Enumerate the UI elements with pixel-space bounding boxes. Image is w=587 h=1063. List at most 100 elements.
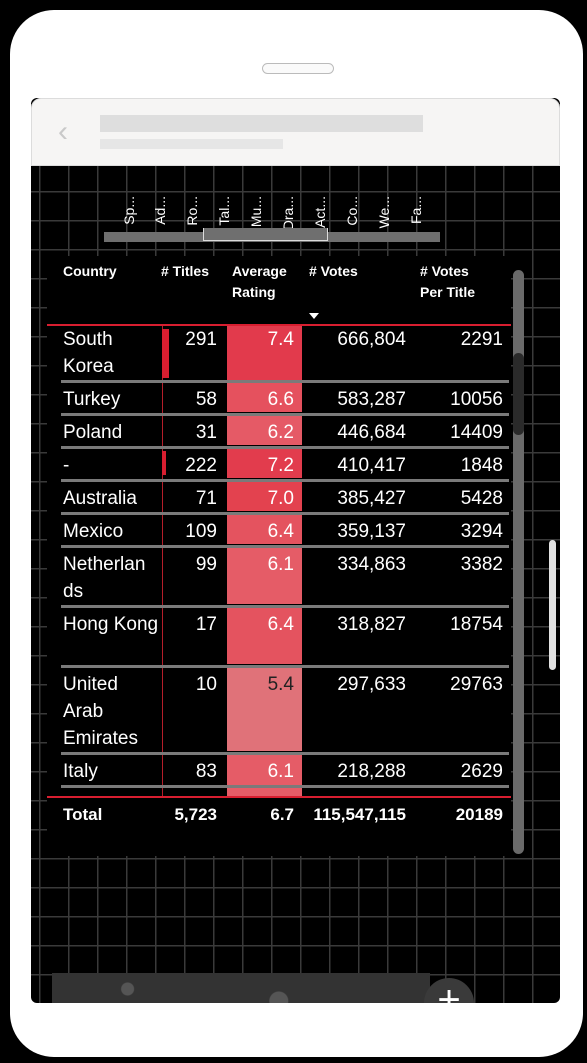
table-cell-vpt: 10056 <box>450 389 503 410</box>
table-vertical-scrollbar-thumb[interactable] <box>513 353 524 435</box>
category-label: We... <box>376 196 392 229</box>
table-cell-titles: 109 <box>185 521 217 542</box>
row-divider <box>61 380 509 383</box>
table-vertical-scrollbar[interactable] <box>513 270 524 854</box>
country-table: Country # Titles Average Rating # Votes … <box>47 256 511 856</box>
table-cell-votes: 334,863 <box>337 554 406 575</box>
category-label: Ro... <box>184 196 200 226</box>
total-titles: 5,723 <box>174 805 217 824</box>
row-divider <box>61 413 509 416</box>
table-cell-vpt: 29763 <box>450 674 503 695</box>
row-divider <box>61 446 509 449</box>
category-axis-labels: Sp... Ad... Ro... Tal... Mu... Dra... Ac… <box>31 168 560 231</box>
header-vpt-line2[interactable]: Per Title <box>420 284 475 300</box>
rating-cell-bg <box>227 481 302 511</box>
table-cell-country: Australia <box>63 488 137 509</box>
table-cell-titles: 222 <box>185 455 217 476</box>
category-label: Mu... <box>248 196 264 228</box>
header-country[interactable]: Country <box>63 263 117 279</box>
plus-icon[interactable]: + <box>424 978 474 1003</box>
table-cell-country: South Korea <box>63 329 114 377</box>
table-cell-votes: 583,287 <box>337 389 406 410</box>
table-cell-rating: 6.1 <box>267 761 294 782</box>
table-cell-country: Hong Kong <box>63 614 159 635</box>
table-cell-country: Netherlands <box>63 554 146 602</box>
table-cell-votes: 446,684 <box>337 422 406 443</box>
table-cell-vpt: 18754 <box>450 614 503 635</box>
category-label: Act... <box>312 196 328 228</box>
table-cell-titles: 83 <box>195 761 217 782</box>
map-visual-preview <box>52 973 430 1003</box>
table-cell-vpt: 1848 <box>460 455 503 476</box>
category-label: Sp... <box>121 196 137 225</box>
table-cell-rating: 6.4 <box>267 521 294 542</box>
header-votes[interactable]: # Votes <box>309 263 358 279</box>
table-cell-votes: 318,827 <box>337 614 406 635</box>
horizontal-scrollbar-thumb[interactable] <box>203 228 328 241</box>
phone-speaker <box>262 63 334 74</box>
total-rating: 6.7 <box>270 805 294 824</box>
table-cell-vpt: 3294 <box>460 521 503 542</box>
header-vpt-line1[interactable]: # Votes <box>420 263 469 279</box>
header-divider <box>47 324 511 326</box>
table-cell-votes: 410,417 <box>337 455 406 476</box>
row-divider <box>61 665 509 668</box>
rating-cell-bg <box>227 514 302 544</box>
row-divider <box>61 605 509 608</box>
header-titles[interactable]: # Titles <box>161 263 209 279</box>
back-arrow-icon[interactable]: ‹ <box>58 115 68 148</box>
table-cell-vpt: 5428 <box>460 488 503 509</box>
table-cell-rating: 6.6 <box>267 389 294 410</box>
titles-column-divider <box>162 326 163 796</box>
horizontal-scrollbar[interactable] <box>104 228 440 242</box>
total-label: Total <box>63 805 103 824</box>
table-cell-rating: 6.2 <box>267 422 294 443</box>
rating-cell-bg <box>227 667 302 751</box>
subtitle-placeholder <box>100 139 283 149</box>
header-rating-line2[interactable]: Rating <box>232 284 276 300</box>
table-cell-titles: 58 <box>195 389 217 410</box>
table-cell-rating: 6.4 <box>267 614 294 635</box>
sort-desc-icon <box>309 313 319 319</box>
table-cell-titles: 17 <box>195 614 217 635</box>
rating-cell-bg <box>227 415 302 445</box>
total-votes: 115,547,115 <box>313 805 406 824</box>
rating-cell-bg <box>227 448 302 478</box>
table-cell-titles: 31 <box>195 422 217 443</box>
table-cell-votes: 218,288 <box>337 761 406 782</box>
top-bar: ‹ <box>31 98 560 166</box>
page-scrollbar[interactable] <box>549 540 556 670</box>
table-cell-vpt: 14409 <box>450 422 503 443</box>
rating-cell-bg <box>227 382 302 412</box>
table-cell-votes: 666,804 <box>337 329 406 350</box>
category-label: Fa... <box>408 196 424 225</box>
table-cell-votes: 385,427 <box>337 488 406 509</box>
row-divider <box>61 545 509 548</box>
table-cell-country: United Arab Emirates <box>63 674 138 749</box>
rating-cell-bg <box>227 607 302 664</box>
total-vpt: 20189 <box>455 805 503 824</box>
table-cell-country: Mexico <box>63 521 124 542</box>
phone-frame: ‹ Sp... Ad... Ro... Tal... Mu... Dra... … <box>10 10 583 1057</box>
table-cell-country: Turkey <box>63 389 121 410</box>
app-screen: ‹ Sp... Ad... Ro... Tal... Mu... Dra... … <box>31 98 560 1003</box>
table-cell-rating: 7.4 <box>267 329 294 350</box>
table-cell-titles: 291 <box>185 329 217 350</box>
table-cell-titles: 10 <box>195 674 217 695</box>
category-label: Co... <box>344 196 360 226</box>
table-cell-vpt: 3382 <box>460 554 503 575</box>
table-cell-votes: 359,137 <box>337 521 406 542</box>
titles-bar <box>162 451 166 475</box>
table-cell-country: - <box>63 455 70 476</box>
category-label: Dra... <box>280 196 296 231</box>
table-cell-country: Italy <box>63 761 98 782</box>
row-divider <box>61 752 509 755</box>
rating-cell-bg <box>227 326 302 381</box>
row-divider <box>61 512 509 515</box>
table-cell-rating: 7.0 <box>267 488 294 509</box>
table-cell-titles: 99 <box>195 554 217 575</box>
rating-cell-bg <box>227 547 302 604</box>
table-cell-votes: 297,633 <box>337 674 406 695</box>
header-rating-line1[interactable]: Average <box>232 263 287 279</box>
title-placeholder <box>100 115 423 132</box>
